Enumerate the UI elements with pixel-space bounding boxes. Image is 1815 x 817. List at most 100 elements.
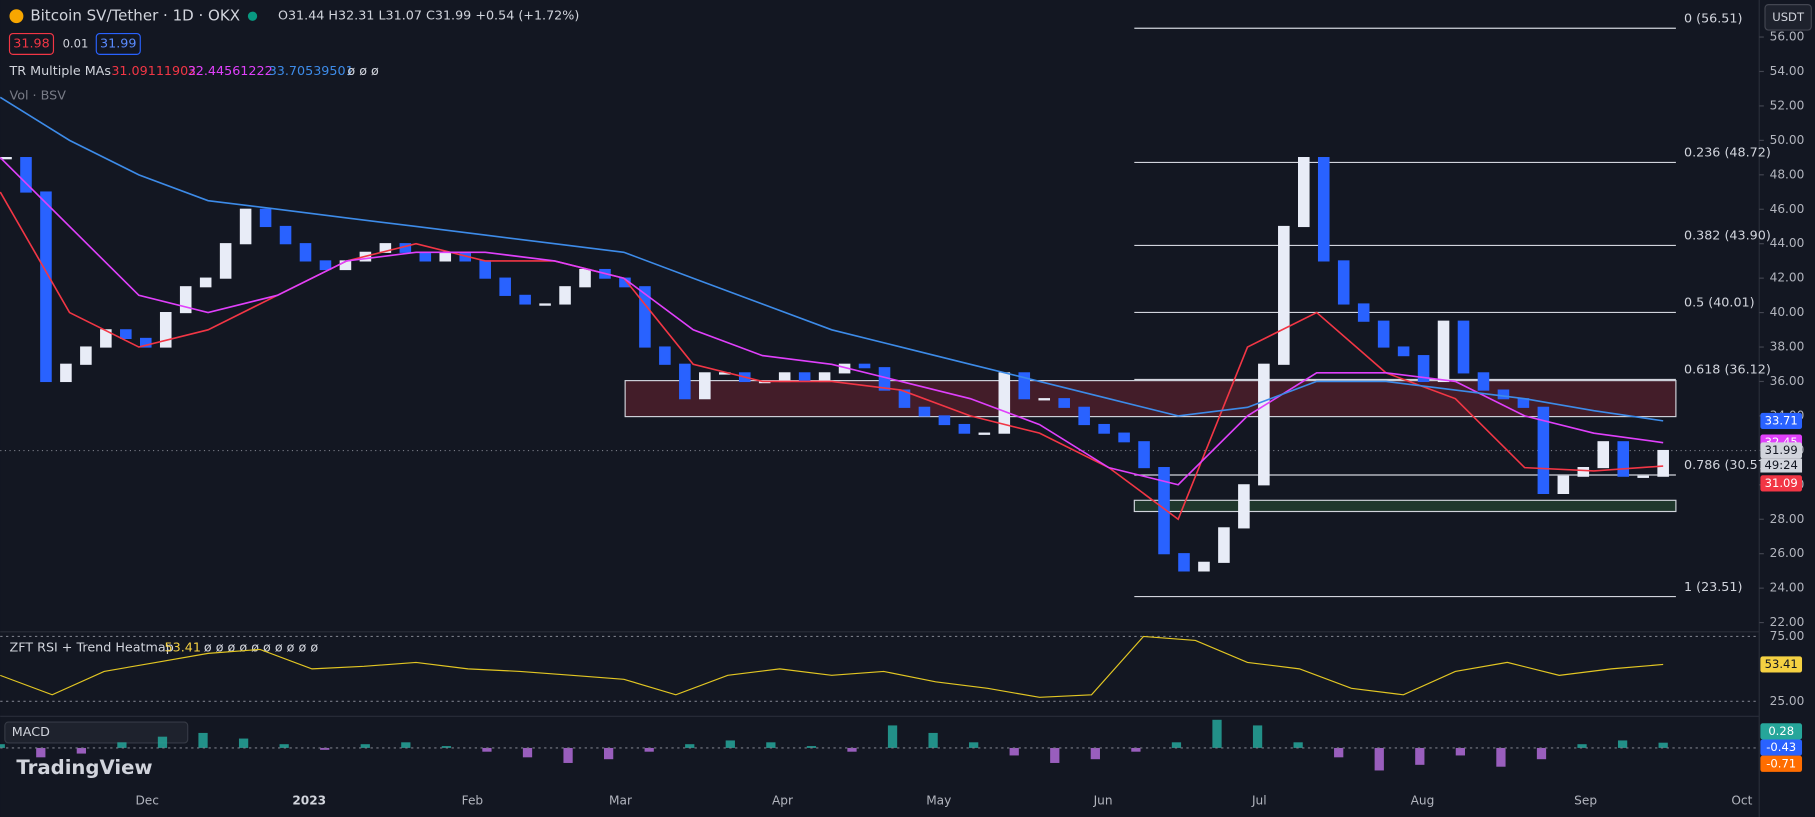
candle [1357,303,1370,322]
candle [1038,398,1051,401]
macd-badge [1760,723,1803,740]
ma-name: TR Multiple MAs [8,63,111,78]
candle [978,432,991,435]
time-label: Jun [1093,793,1113,807]
macd-bar [1617,740,1628,748]
rsi-name: ZFT RSI + Trend Heatmap [9,640,173,655]
ma-value: 33.70539501 [269,63,354,78]
candle [1138,441,1150,469]
macd-bar [1415,747,1425,765]
bid-box[interactable] [8,32,55,55]
macd-bar [360,744,370,748]
candle [1637,475,1649,478]
candle [1537,406,1550,494]
price-tick-label: 40.00 [1770,305,1805,319]
candle [679,363,691,400]
candle [1457,320,1470,374]
macd-bar [1536,747,1547,760]
macd-bar [320,747,330,750]
rsi-extra: ø ø ø ø ø ø ø ø ø ø [204,640,318,655]
macd-bar [766,742,776,748]
macd-bar [117,742,127,748]
candle [1417,355,1430,383]
macd-badge [1760,739,1803,756]
candle [479,260,491,279]
macd-bar [1252,725,1263,748]
candle [519,294,531,305]
macd-badge-label: -0.43 [1766,740,1796,754]
price-tick-label: 48.00 [1770,167,1805,181]
candle [958,423,971,434]
candle [239,208,252,245]
candle [1517,398,1530,408]
candle [499,277,511,296]
candle [1298,157,1310,228]
candle [1497,389,1510,400]
currency[interactable]: USDT [1772,10,1805,24]
macd-bar [928,732,938,748]
fib-label: 0.5 (40.01) [1684,295,1755,310]
countdown-box [1760,458,1803,473]
candle [1437,320,1450,383]
macd-bar [1577,744,1587,748]
candle [120,329,132,339]
time-label: 2023 [292,793,326,807]
candle [1238,484,1250,529]
bid[interactable]: 31.98 [13,35,49,50]
price-tick-label: 26.00 [1770,546,1805,560]
time-label: Dec [135,793,158,807]
rsi-line [0,635,1664,698]
candle [60,363,72,383]
candle [778,372,791,383]
price-tick-label: 22.00 [1770,615,1805,629]
ma-value: 31.09111902 [111,63,196,78]
fib-label: 1 (23.51) [1684,579,1742,594]
macd-bar [887,725,898,748]
price-badge-label: 31.99 [1765,443,1798,457]
moving-average [0,96,1664,422]
ask[interactable]: 31.99 [100,35,136,50]
candle [1597,441,1610,469]
macd-bar [1293,742,1303,748]
candle [159,312,172,348]
time-label: Apr [772,793,793,807]
macd-badge-label: -0.71 [1766,756,1796,770]
candle [279,225,292,245]
rsi-badge [1760,656,1803,673]
candle [1058,398,1070,408]
time-label: Jul [1251,793,1267,807]
ask-box[interactable] [95,32,141,55]
ma-value: 32.44561222 [188,63,273,78]
candle [1278,225,1290,365]
macd-name: MACD [12,724,50,739]
currency-button[interactable] [1764,4,1812,31]
candle [1158,467,1170,555]
vol-label: Vol · BSV [9,88,66,103]
candle [798,372,811,383]
macd-bar [1050,747,1060,763]
candle [139,337,152,348]
candle [1617,441,1630,477]
candle [1198,561,1210,572]
macd-bar [1171,742,1182,748]
candle [0,157,12,160]
macd-bar [1496,747,1506,767]
candle [299,243,312,262]
candle [1078,406,1090,426]
candle [579,268,591,288]
time-label: May [926,793,951,807]
candle [80,346,92,365]
time-label: Aug [1411,793,1435,807]
macd-bar [1658,742,1668,748]
price-badge-label: 33.71 [1765,413,1798,427]
candle [938,415,951,426]
rsi-badge-label: 53.41 [1765,657,1798,671]
ma-extra: ø ø ø [347,63,379,78]
macd-toolbar[interactable] [4,721,189,744]
candle [319,260,332,271]
macd-bar [563,747,573,763]
spread: 0.01 [63,36,89,50]
price-tick-label: 24.00 [1770,581,1805,595]
candle [40,191,52,383]
macd-bar [522,747,533,758]
